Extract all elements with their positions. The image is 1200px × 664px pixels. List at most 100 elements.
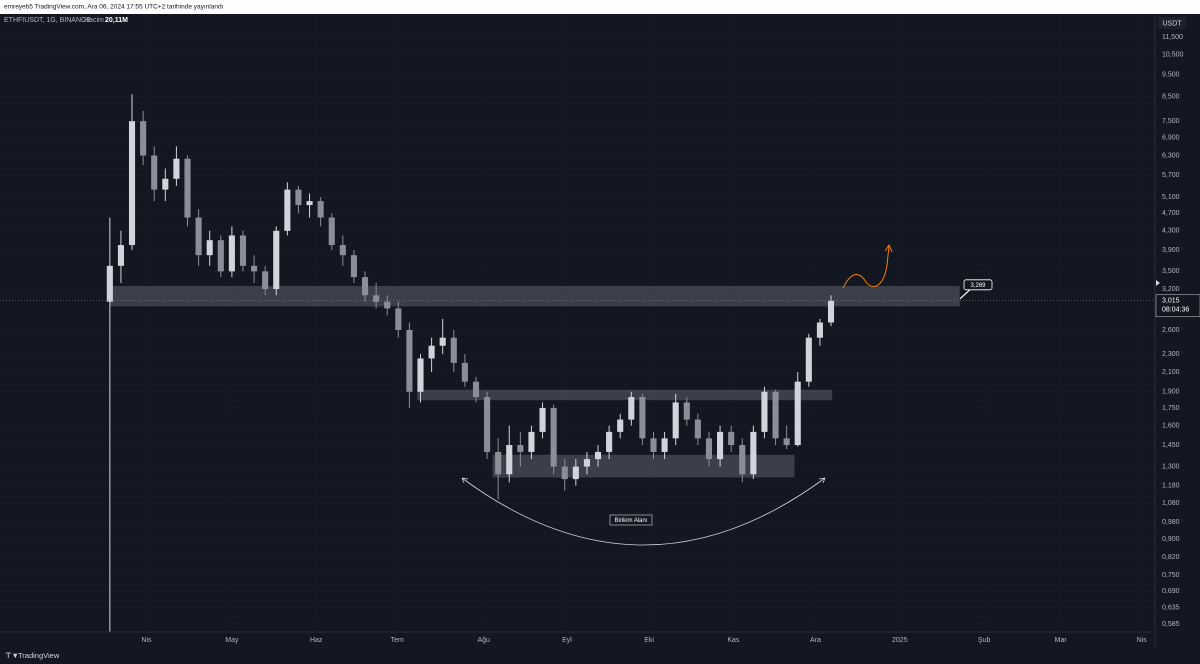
y-tick-label: 1,900 xyxy=(1162,389,1180,396)
candle-body xyxy=(672,402,679,439)
candle-body xyxy=(594,451,602,460)
candle-body xyxy=(162,178,169,190)
arc-arrows xyxy=(461,477,826,484)
candle-body xyxy=(406,329,413,392)
candle-body xyxy=(251,265,258,272)
arc xyxy=(461,477,826,546)
candle-body xyxy=(750,431,757,475)
callout-box xyxy=(963,279,993,291)
header-text: emreyeb5 TradingView.com, Ara 06, 2024 1… xyxy=(4,4,224,11)
x-tick-label: 2025 xyxy=(892,637,908,644)
y-tick-label: 4,300 xyxy=(1162,228,1180,235)
x-tick-label: Haz xyxy=(310,637,323,644)
candle-body xyxy=(439,337,446,346)
candle-body xyxy=(583,459,590,467)
candle-body xyxy=(728,431,735,446)
candle-body xyxy=(495,451,502,475)
footer-bar xyxy=(0,648,1200,664)
volume-label: Hacim xyxy=(84,17,104,24)
y-tick-label: 3,500 xyxy=(1162,268,1180,275)
callout-label: 3,269 xyxy=(970,283,986,289)
candle-body xyxy=(484,397,491,452)
x-tick-label: Mar xyxy=(1055,637,1068,644)
y-tick-label: 11,500 xyxy=(1162,34,1183,41)
candle-body xyxy=(617,419,624,432)
candle-body xyxy=(506,445,513,475)
candle-body xyxy=(517,445,524,452)
candle-body xyxy=(639,397,646,439)
candle-body xyxy=(461,362,468,382)
y-tick-label: 0,980 xyxy=(1162,519,1180,526)
candle-body xyxy=(195,217,202,256)
y-tick-label: 2,300 xyxy=(1162,351,1180,358)
projection-arrowhead xyxy=(884,243,893,253)
candle-body xyxy=(328,217,335,246)
y-tick-label: 1,750 xyxy=(1162,405,1180,412)
y-tick-label: 6,900 xyxy=(1162,134,1180,141)
candle-body xyxy=(184,158,191,218)
candle-body xyxy=(472,381,480,398)
candle-body xyxy=(661,438,668,452)
candle-body xyxy=(373,295,380,302)
candle-body xyxy=(117,245,124,266)
candle-body xyxy=(772,391,779,439)
candle-body xyxy=(262,271,269,290)
candle-body xyxy=(739,445,746,475)
candle-body xyxy=(450,337,457,363)
candle-body xyxy=(217,240,224,272)
header-bar xyxy=(0,0,1200,14)
candle-body xyxy=(761,391,768,432)
x-tick-label: Ağu xyxy=(478,637,491,644)
zone xyxy=(109,285,960,307)
candle-body xyxy=(683,402,690,420)
currency-box xyxy=(1158,17,1186,29)
footer-text: TradingView xyxy=(18,651,60,660)
candle-body xyxy=(284,189,291,231)
y-tick-label: 0,635 xyxy=(1162,605,1180,612)
candle-body xyxy=(339,245,346,256)
y-tick-label: 10,500 xyxy=(1162,52,1184,59)
y-tick-label: 1,300 xyxy=(1162,463,1180,470)
x-tick-label: Eki xyxy=(644,637,654,644)
x-tick-label: Ara xyxy=(810,637,821,644)
x-tick-label: Eyl xyxy=(562,637,572,644)
candle-body xyxy=(361,277,369,296)
y-tick-label: 9,500 xyxy=(1162,71,1180,78)
y-tick-label: 5,100 xyxy=(1162,194,1180,201)
candle-body xyxy=(572,466,579,480)
x-tick-label: Nis xyxy=(1137,637,1148,644)
y-tick-label: 2,600 xyxy=(1162,327,1180,334)
chart-background xyxy=(0,14,1200,664)
footer-logo: ⊤▼ xyxy=(5,651,19,660)
y-tick-label: 3,200 xyxy=(1162,286,1180,293)
candle-body xyxy=(827,300,835,323)
candle-body xyxy=(816,322,823,338)
y-tick-label: 1,450 xyxy=(1162,442,1180,449)
candle-body xyxy=(705,438,713,460)
price-axis xyxy=(1155,14,1200,648)
candle-body xyxy=(273,230,280,290)
candle-body xyxy=(206,240,213,256)
y-tick-label: 0,900 xyxy=(1162,536,1180,543)
candle-body xyxy=(151,155,158,190)
zone xyxy=(492,454,795,478)
x-tick-label: May xyxy=(225,637,239,644)
y-tick-label: 5,700 xyxy=(1162,172,1180,179)
y-tick-label: 8,500 xyxy=(1162,93,1180,100)
candle-body xyxy=(306,201,313,206)
candle-body xyxy=(428,345,435,359)
projection-arrow xyxy=(842,245,890,289)
zone xyxy=(417,389,833,401)
countdown: 08:04:36 xyxy=(1162,307,1189,314)
candle-body xyxy=(417,358,424,392)
y-tick-label: 1,180 xyxy=(1162,482,1180,489)
candle-body xyxy=(239,235,247,266)
plot: 3,269 xyxy=(0,94,1155,632)
candle-body xyxy=(317,201,324,218)
y-tick-label: 0,820 xyxy=(1162,554,1180,561)
candle-body xyxy=(561,466,568,480)
y-tick-label: 1,080 xyxy=(1162,500,1180,507)
y-tick-label: 7,500 xyxy=(1162,118,1180,125)
